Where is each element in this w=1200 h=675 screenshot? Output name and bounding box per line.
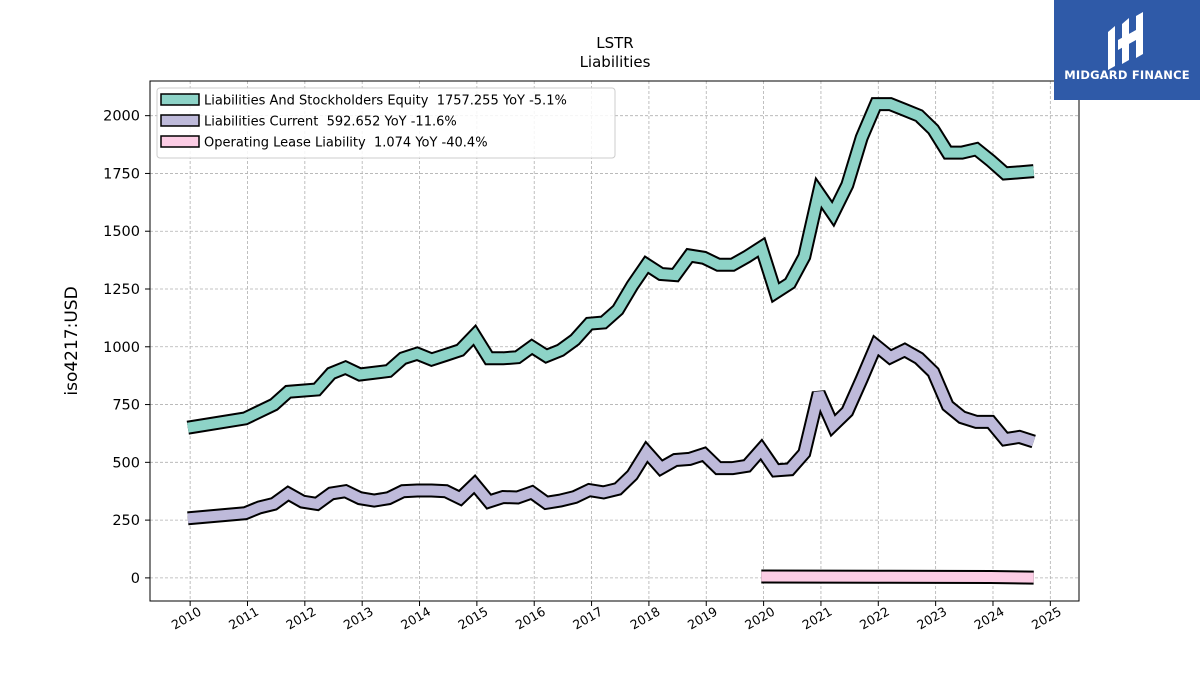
grid — [150, 81, 1079, 601]
y-tick-label: 2000 — [103, 109, 140, 125]
x-tick-label: 2023 — [914, 604, 949, 633]
y-axis-label: iso4217:USD — [62, 286, 82, 395]
legend-label: Liabilities Current 592.652 YoY -11.6% — [204, 115, 457, 130]
legend-swatch — [160, 114, 200, 127]
series-liabilities-current — [187, 334, 1036, 526]
y-tick-label: 1000 — [103, 340, 140, 356]
logo-text: MIDGARD FINANCE — [1064, 68, 1190, 82]
legend-swatch — [160, 93, 200, 106]
x-tick-label: 2021 — [800, 604, 835, 633]
x-tick-label: 2012 — [283, 604, 318, 633]
y-tick-label: 0 — [131, 571, 140, 587]
y-tick-label: 1500 — [103, 224, 140, 240]
legend-swatch — [160, 135, 200, 148]
chart-subtitle: Liabilities — [580, 53, 651, 71]
y-tick-label: 250 — [112, 513, 140, 529]
x-tick-label: 2016 — [513, 604, 548, 633]
y-tick-label: 750 — [112, 398, 140, 414]
series-line — [187, 99, 1035, 433]
series-layer — [186, 97, 1036, 585]
y-tick-label: 1750 — [103, 166, 140, 182]
x-tick-label: 2019 — [685, 604, 720, 633]
chart-title: LSTR — [596, 34, 633, 52]
x-tick-label: 2014 — [398, 604, 433, 633]
series-line — [761, 571, 1034, 583]
x-tick-label: 2011 — [226, 604, 261, 633]
legend-label: Operating Lease Liability 1.074 YoY -40.… — [204, 136, 488, 151]
logo-mark-icon — [1108, 12, 1143, 70]
x-tick-label: 2022 — [857, 604, 892, 633]
x-tick-label: 2010 — [169, 604, 204, 633]
x-tick-label: 2017 — [570, 604, 605, 633]
x-tick-label: 2020 — [742, 604, 777, 633]
y-tick-label: 1250 — [103, 282, 140, 298]
x-tick-label: 2025 — [1029, 604, 1064, 633]
legend: Liabilities And Stockholders Equity 1757… — [156, 87, 616, 159]
x-tick-label: 2018 — [627, 604, 662, 633]
series-liabilities-and-stockholders-equity — [186, 97, 1035, 435]
x-tick-label: 2015 — [455, 604, 490, 633]
y-tick-label: 500 — [112, 455, 140, 471]
legend-box — [156, 87, 616, 159]
x-tick-label: 2013 — [341, 604, 376, 633]
series-line — [187, 337, 1036, 524]
legend-label: Liabilities And Stockholders Equity 1757… — [204, 94, 567, 109]
x-tick-label: 2024 — [972, 604, 1007, 633]
midgard-finance-logo: MIDGARD FINANCE — [1054, 0, 1200, 100]
series-operating-lease-liability — [761, 569, 1034, 585]
plot-frame — [149, 80, 1080, 602]
